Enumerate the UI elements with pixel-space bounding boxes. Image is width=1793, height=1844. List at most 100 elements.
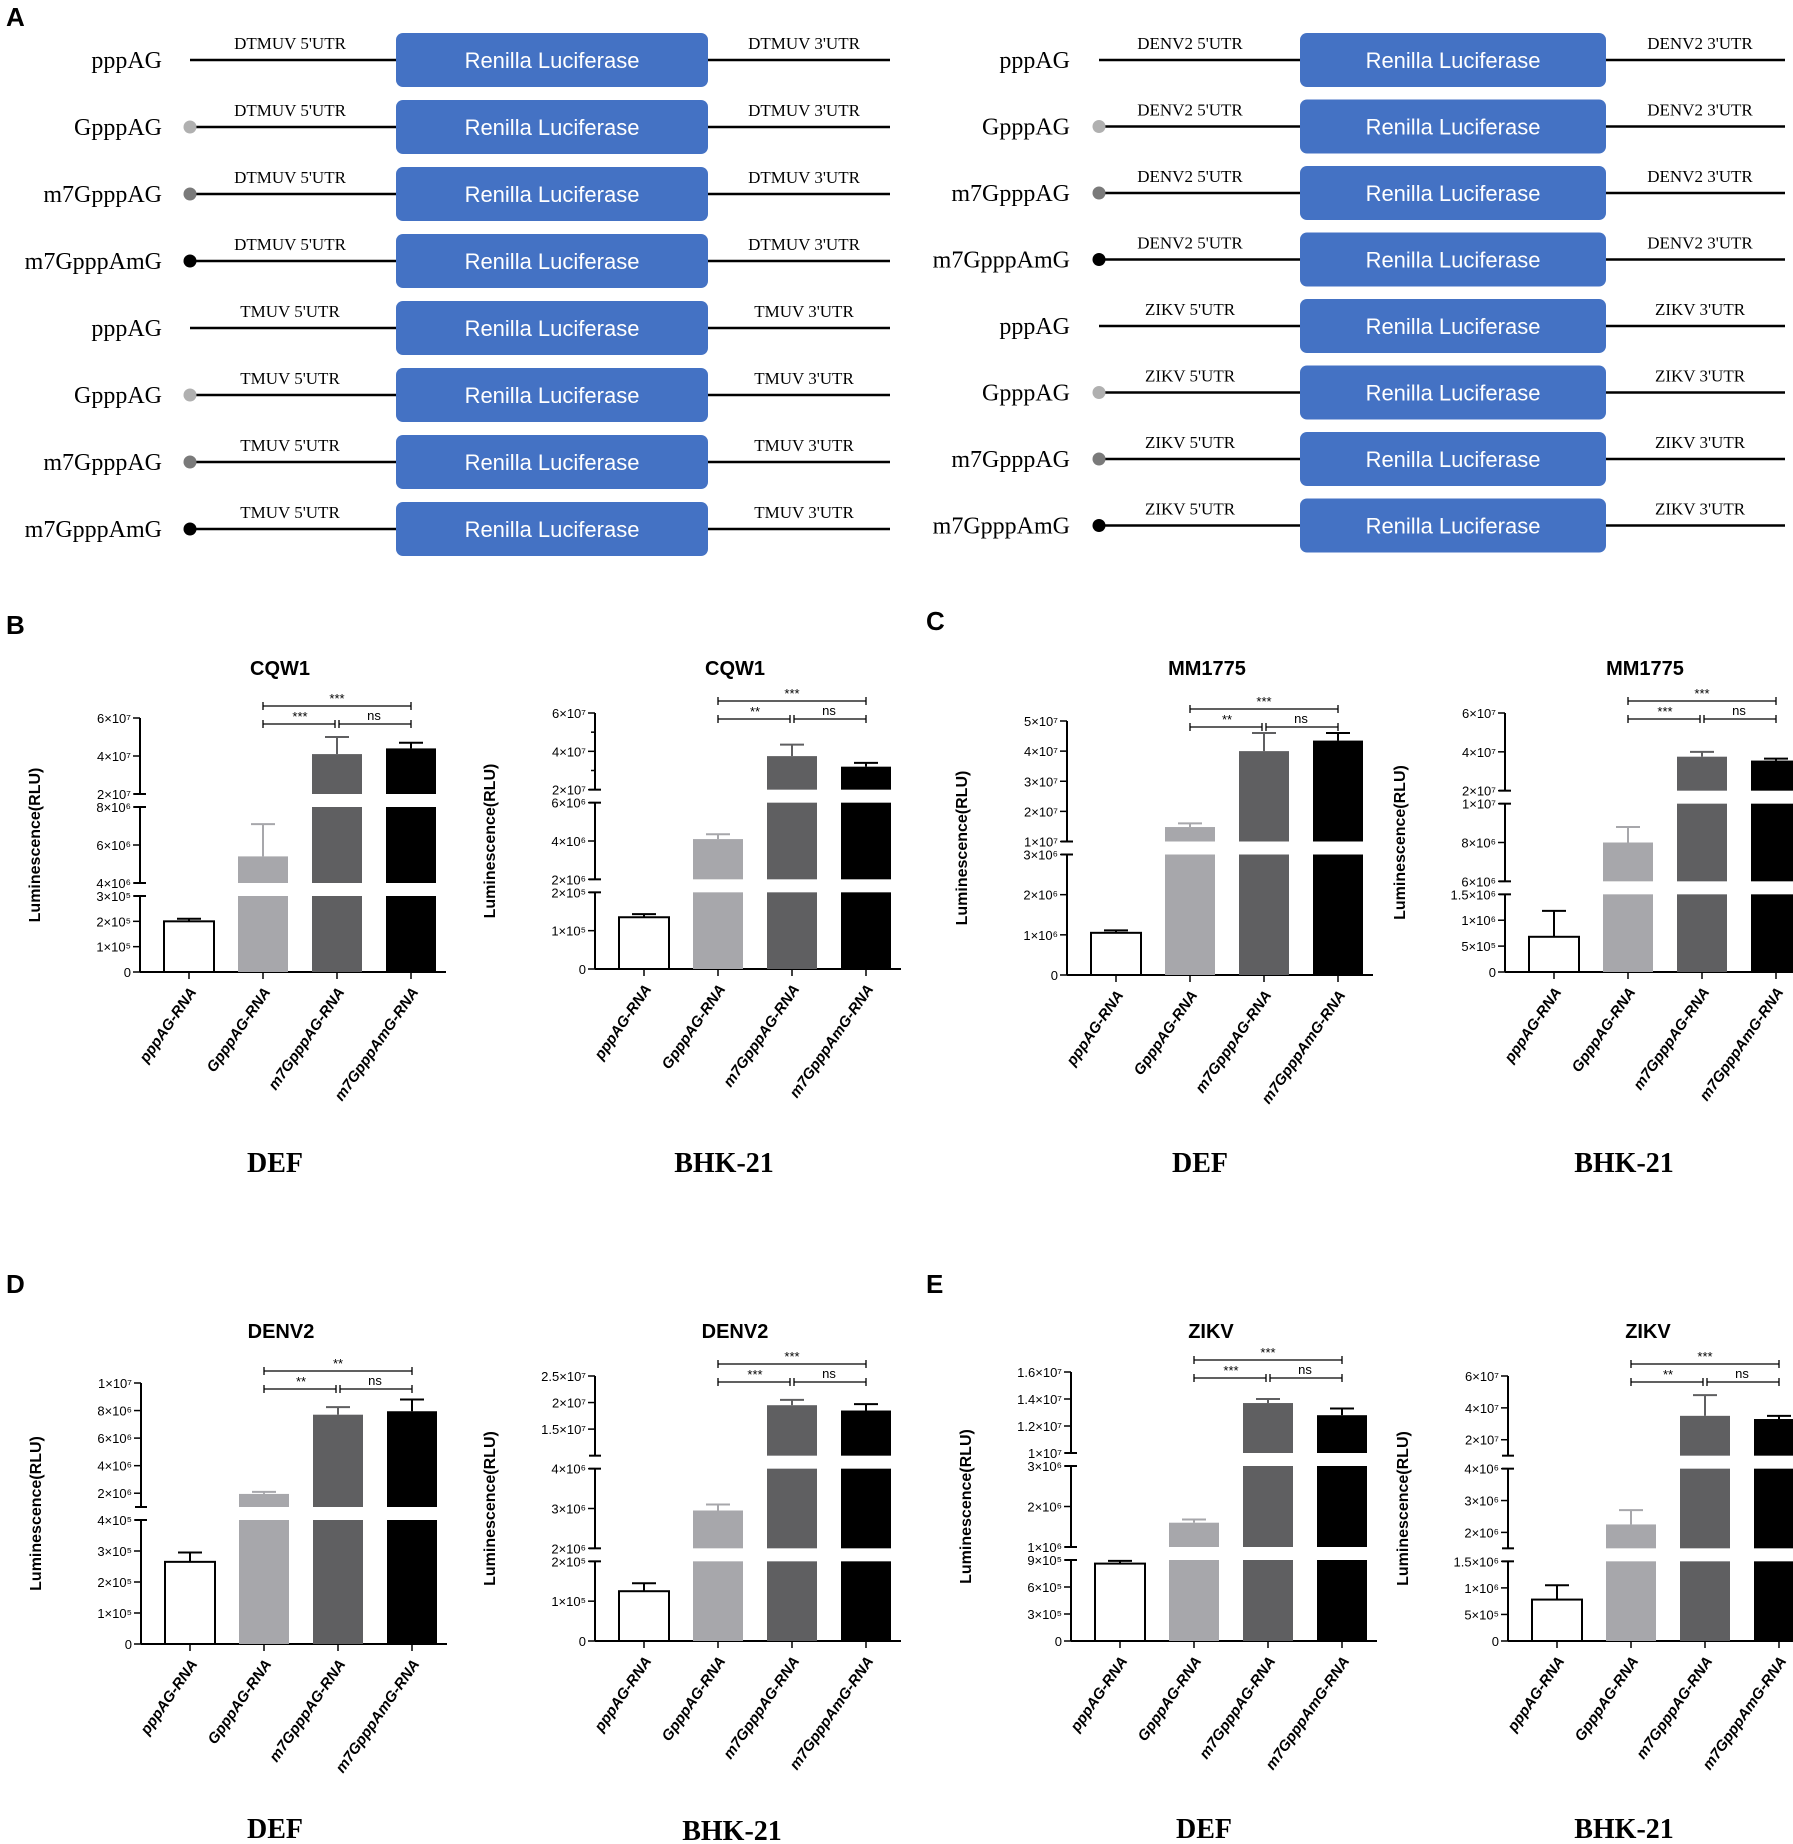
y-tick-label: 1.2×10⁷ [1017, 1419, 1062, 1434]
bar-gpppag-rna [238, 856, 288, 883]
luciferase-label: Renilla Luciferase [1366, 447, 1541, 472]
luciferase-box [1300, 232, 1606, 287]
luciferase-label: Renilla Luciferase [465, 383, 640, 408]
y-tick-label: 8×10⁶ [96, 800, 131, 815]
y-tick-label: 2×10⁵ [97, 1575, 132, 1590]
luciferase-box [396, 167, 708, 221]
construct-cap-label: m7GpppAG [43, 182, 162, 208]
bar-m7gpppamg-rna [386, 807, 436, 883]
bar-m7gpppag-rna [1243, 1560, 1293, 1641]
y-tick-label: 1×10⁷ [1024, 835, 1058, 850]
bar-m7gpppamg-rna [841, 892, 891, 969]
bar-m7gpppamg-rna [387, 1520, 437, 1644]
bar-pppag-rna [1090, 931, 1142, 977]
significance-label-lower-left: ** [296, 1374, 306, 1389]
luciferase-label: Renilla Luciferase [465, 450, 640, 475]
cell-label-e-def: DEF [1176, 1814, 1232, 1844]
bar-pppag-rna [618, 916, 670, 970]
significance-label-lower-left: *** [1223, 1363, 1238, 1378]
luciferase-box [1300, 33, 1606, 87]
y-tick-label: 3×10⁶ [1027, 1459, 1062, 1474]
bar-m7gpppag-rna [1243, 1403, 1293, 1453]
cap-structure-dot [183, 455, 197, 469]
luciferase-box [396, 435, 708, 489]
bar-m7gpppamg-rna [841, 1410, 891, 1456]
bar-m7gpppag-rna [1239, 854, 1289, 975]
bar-gpppag-rna [1606, 1524, 1656, 1549]
y-tick-label: 3×10⁵ [97, 1544, 132, 1559]
cap-structure-dot [183, 120, 197, 134]
cap-structure-dot [1092, 120, 1106, 133]
significance-label-upper: *** [1256, 694, 1271, 709]
utr3-label: DTMUV 3'UTR [748, 101, 860, 120]
y-tick-label: 6×10⁷ [97, 711, 131, 726]
luciferase-box [1300, 99, 1606, 154]
panel-label-c: C [926, 606, 945, 636]
significance-label-lower-right: ns [1294, 711, 1308, 726]
y-tick-label: 3×10⁶ [1023, 848, 1058, 863]
construct-cap-label: pppAG [999, 314, 1070, 340]
y-tick-label: 2.5×10⁷ [541, 1369, 586, 1384]
bar-gpppag-rna [1165, 827, 1215, 842]
bar-m7gpppag-rna [1680, 1468, 1730, 1549]
bar-m7gpppamg-rna [386, 896, 436, 972]
luciferase-box [396, 33, 708, 87]
luciferase-box [1300, 166, 1606, 220]
significance-label-upper: ** [333, 1356, 343, 1371]
y-axis-label: Luminescence(RLU) [954, 771, 971, 926]
bar-m7gpppamg-rna [841, 1468, 891, 1549]
utr3-label: DENV2 3'UTR [1647, 167, 1753, 186]
bar-m7gpppag-rna [767, 1468, 817, 1549]
bar-m7gpppamg-rna [1754, 1419, 1793, 1456]
bar-pppag-rna [163, 920, 215, 973]
y-tick-label: 6×10⁷ [1465, 1369, 1499, 1384]
significance-label-lower-right: ns [367, 708, 381, 723]
bar-m7gpppag-rna [767, 1405, 817, 1456]
panel-label-a: A [6, 2, 25, 32]
y-axis-label: Luminescence(RLU) [1392, 765, 1409, 920]
y-tick-label: 1×10⁶ [1023, 928, 1058, 943]
construct-cap-label: m7GpppAG [951, 447, 1070, 473]
chart-title: DENV2 [248, 1321, 315, 1343]
panel-label-d: D [6, 1269, 25, 1299]
utr5-label: DENV2 5'UTR [1137, 101, 1243, 120]
utr5-label: DTMUV 5'UTR [234, 101, 346, 120]
bar-m7gpppag-rna [313, 1520, 363, 1644]
bar-pppag-rna [1531, 1598, 1583, 1643]
y-tick-label: 2×10⁶ [97, 1486, 132, 1501]
bar-gpppag-rna [1603, 842, 1653, 882]
utr3-label: TMUV 3'UTR [754, 369, 854, 388]
y-tick-label: 4×10⁷ [552, 744, 586, 759]
y-tick-label: 4×10⁷ [1462, 745, 1496, 760]
utr5-label: ZIKV 5'UTR [1145, 433, 1236, 452]
y-tick-label: 1×10⁵ [551, 1594, 586, 1609]
y-axis-label: Luminescence(RLU) [28, 1436, 45, 1591]
luciferase-box [1300, 432, 1606, 486]
bar-gpppag-rna [239, 1493, 289, 1507]
significance-label-lower-left: *** [747, 1367, 762, 1382]
bar-m7gpppag-rna [1680, 1561, 1730, 1641]
y-tick-label: 2×10⁵ [96, 914, 131, 929]
significance-label-lower-left: ** [750, 704, 760, 719]
y-tick-label: 6×10⁶ [97, 1431, 132, 1446]
cap-structure-dot [1092, 386, 1106, 399]
y-tick-label: 2×10⁷ [1024, 804, 1058, 819]
bar-pppag-rna [1528, 935, 1580, 974]
bar-m7gpppamg-rna [1317, 1466, 1367, 1547]
y-tick-label: 1×10⁵ [97, 1606, 132, 1621]
utr3-label: DENV2 3'UTR [1647, 101, 1753, 120]
utr5-label: ZIKV 5'UTR [1145, 500, 1236, 519]
y-tick-label: 1.5×10⁶ [1451, 887, 1496, 902]
y-tick-label: 4×10⁶ [96, 876, 131, 891]
construct-cap-label: m7GpppAmG [933, 514, 1070, 540]
cell-label-e-bhk: BHK-21 [1574, 1814, 1674, 1844]
bar-m7gpppag-rna [767, 892, 817, 969]
bar-m7gpppag-rna [1239, 751, 1289, 842]
cap-structure-dot [183, 187, 197, 201]
construct-cap-label: m7GpppAmG [25, 517, 162, 543]
luciferase-label: Renilla Luciferase [465, 249, 640, 274]
significance-label-upper: *** [784, 1349, 799, 1364]
utr3-label: ZIKV 3'UTR [1655, 433, 1746, 452]
utr3-label: DTMUV 3'UTR [748, 168, 860, 187]
